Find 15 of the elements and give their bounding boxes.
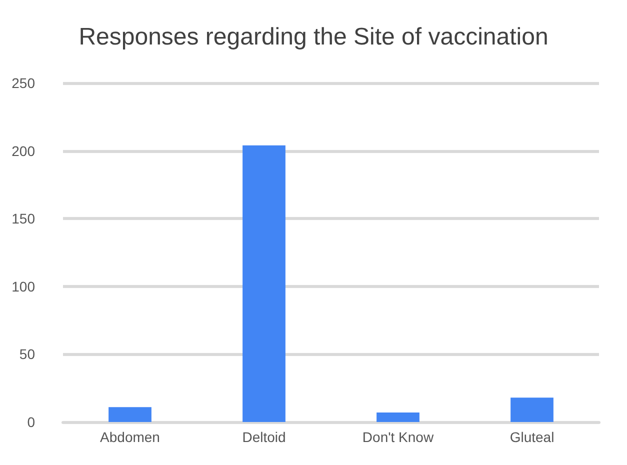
y-tick-label: 150	[12, 210, 36, 227]
bar	[108, 407, 152, 422]
bar	[376, 412, 420, 422]
y-tick-label: 100	[12, 278, 36, 294]
y-tick-label: 250	[12, 75, 36, 91]
x-tick-label: Deltoid	[242, 429, 286, 445]
chart-title: Responses regarding the Site of vaccination	[78, 24, 548, 50]
bar	[242, 145, 286, 422]
y-tick-label: 200	[12, 142, 36, 159]
x-tick-label: Gluteal	[510, 429, 554, 445]
y-tick-label: 0	[27, 414, 36, 430]
bar	[510, 398, 554, 422]
y-tick-label: 50	[19, 346, 36, 362]
x-tick-label: Don't Know	[362, 429, 434, 445]
x-tick-label: Abdomen	[100, 429, 160, 445]
